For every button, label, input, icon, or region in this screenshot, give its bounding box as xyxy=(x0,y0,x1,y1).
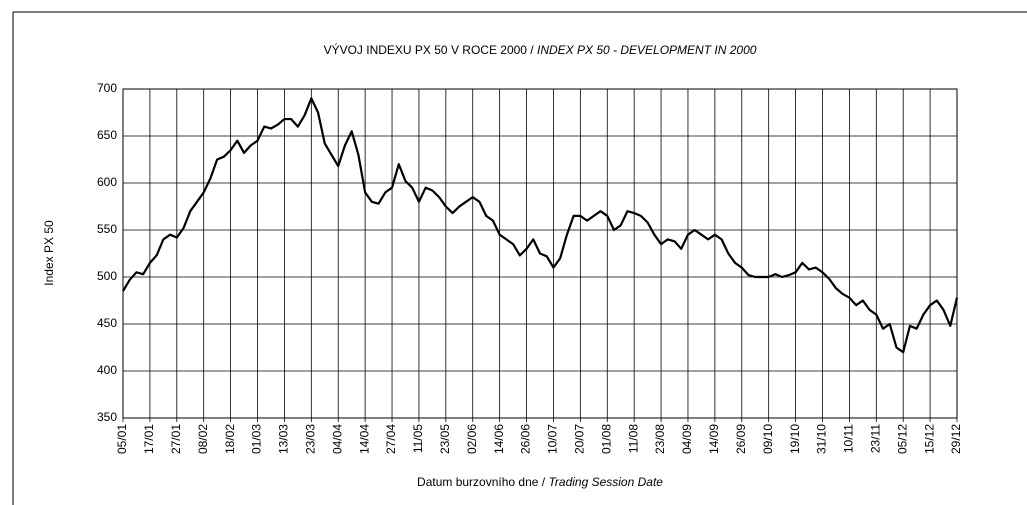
x-tick-label: 04/04 xyxy=(330,424,344,454)
chart-title: VÝVOJ INDEXU PX 50 V ROCE 2000 / INDEX P… xyxy=(324,42,757,57)
x-tick-label: 11/05 xyxy=(411,424,425,453)
y-axis-label: Index PX 50 xyxy=(42,220,56,286)
x-tick-label: 05/12 xyxy=(895,424,909,454)
x-tick-label: 05/01 xyxy=(115,424,129,454)
x-tick-label: 10/07 xyxy=(546,424,560,454)
x-tick-label: 17/01 xyxy=(142,424,156,454)
y-tick-label: 350 xyxy=(97,410,117,424)
y-tick-label: 700 xyxy=(97,81,117,95)
x-tick-label: 14/09 xyxy=(707,424,721,454)
y-tick-label: 650 xyxy=(97,128,117,142)
y-tick-label: 600 xyxy=(97,175,117,189)
x-tick-label: 23/05 xyxy=(438,424,452,454)
x-tick-label: 19/10 xyxy=(788,424,802,454)
x-tick-label: 01/08 xyxy=(599,424,613,454)
y-tick-label: 550 xyxy=(97,222,117,236)
x-tick-label: 14/06 xyxy=(492,424,506,454)
x-tick-label: 23/08 xyxy=(653,424,667,454)
x-tick-label: 14/04 xyxy=(357,424,371,454)
subtitle: INDEX PX 50 - DEVELOPMENT IN 2000 xyxy=(537,43,757,57)
x-tick-label: 20/07 xyxy=(573,424,587,454)
x-tick-label: 23/11 xyxy=(868,424,882,453)
x-tick-label: 18/02 xyxy=(223,424,237,454)
x-tick-label: 26/09 xyxy=(734,424,748,454)
x-tick-label: 13/03 xyxy=(277,424,291,454)
x-tick-label: 31/10 xyxy=(815,424,829,454)
x-tick-label: 23/03 xyxy=(303,424,317,454)
x-tick-label: 26/06 xyxy=(519,424,533,454)
x-tick-label: 29/12 xyxy=(949,424,963,454)
y-tick-label: 500 xyxy=(97,269,117,283)
x-axis-label: Datum burzovního dne / Trading Session D… xyxy=(417,475,663,489)
x-tick-label: 02/06 xyxy=(465,424,479,454)
y-tick-label: 400 xyxy=(97,363,117,377)
x-tick-label: 15/12 xyxy=(922,424,936,454)
x-tick-label: 10/11 xyxy=(842,424,856,453)
y-tick-label: 450 xyxy=(97,316,117,330)
xlabel: Datum burzovního dne / xyxy=(417,475,546,489)
x-tick-label: 09/10 xyxy=(761,424,775,454)
plot-border xyxy=(122,88,958,419)
index-line xyxy=(122,97,959,354)
x-tick-label: 27/04 xyxy=(384,424,398,454)
x-tick-label: 04/09 xyxy=(680,424,694,454)
x-tick-label: 08/02 xyxy=(196,424,210,454)
x-tick-label: 27/01 xyxy=(169,424,183,454)
x-tick-label: 01/03 xyxy=(250,424,264,454)
x-tick-label: 11/08 xyxy=(626,424,640,453)
title: VÝVOJ INDEXU PX 50 V ROCE 2000 / xyxy=(324,42,535,57)
xlabel-en: Trading Session Date xyxy=(548,475,663,489)
